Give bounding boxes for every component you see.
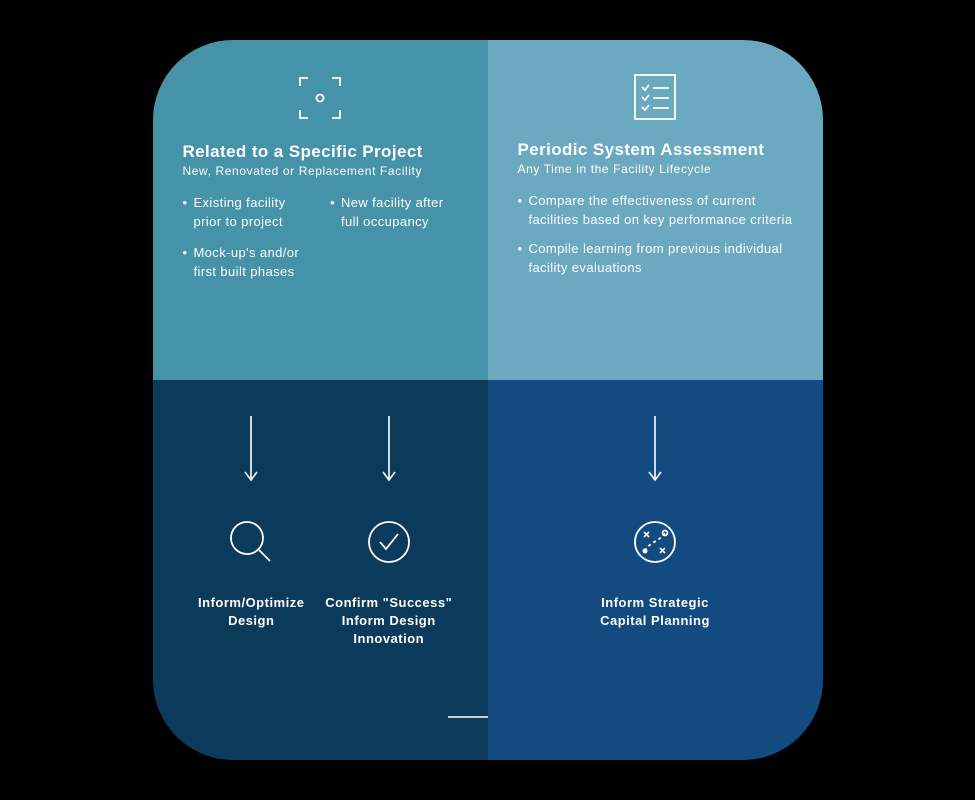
bullet: Compile learning from previous individua… xyxy=(518,240,793,278)
bullet: New facility after full occupancy xyxy=(330,194,458,232)
strategy-icon xyxy=(630,517,680,572)
quadrant-outcomes-left: Inform/Optimize Design Confirm "Success"… xyxy=(153,380,488,760)
arrow-down-icon xyxy=(379,416,399,491)
magnifier-icon xyxy=(226,517,276,572)
bullet: Existing facility prior to project xyxy=(183,194,311,232)
check-circle-icon xyxy=(364,517,414,572)
outcome-label: Inform Strategic Capital Planning xyxy=(590,594,720,630)
outcome-label: Confirm "Success" Inform Design Innovati… xyxy=(324,594,454,649)
bullets-project: Existing facility prior to project Mock-… xyxy=(183,194,458,281)
focus-icon xyxy=(183,72,458,124)
quadrant-assessment: Periodic System Assessment Any Time in t… xyxy=(488,40,823,380)
quadrant-project: Related to a Specific Project New, Renov… xyxy=(153,40,488,380)
bullet: Mock-up's and/or first built phases xyxy=(183,244,311,282)
bullet: Compare the effectiveness of current fac… xyxy=(518,192,793,230)
outcome-label: Inform/Optimize Design xyxy=(186,594,316,630)
checklist-icon xyxy=(518,72,793,122)
subheading-assessment: Any Time in the Facility Lifecycle xyxy=(518,162,793,176)
heading-project: Related to a Specific Project xyxy=(183,142,458,162)
arrow-down-icon xyxy=(645,416,665,491)
heading-assessment: Periodic System Assessment xyxy=(518,140,793,160)
quadrant-outcomes-right: Inform Strategic Capital Planning xyxy=(488,380,823,760)
arrow-down-icon xyxy=(241,416,261,491)
subheading-project: New, Renovated or Replacement Facility xyxy=(183,164,458,178)
infographic-card: Related to a Specific Project New, Renov… xyxy=(153,40,823,760)
bullets-assessment: Compare the effectiveness of current fac… xyxy=(518,192,793,277)
